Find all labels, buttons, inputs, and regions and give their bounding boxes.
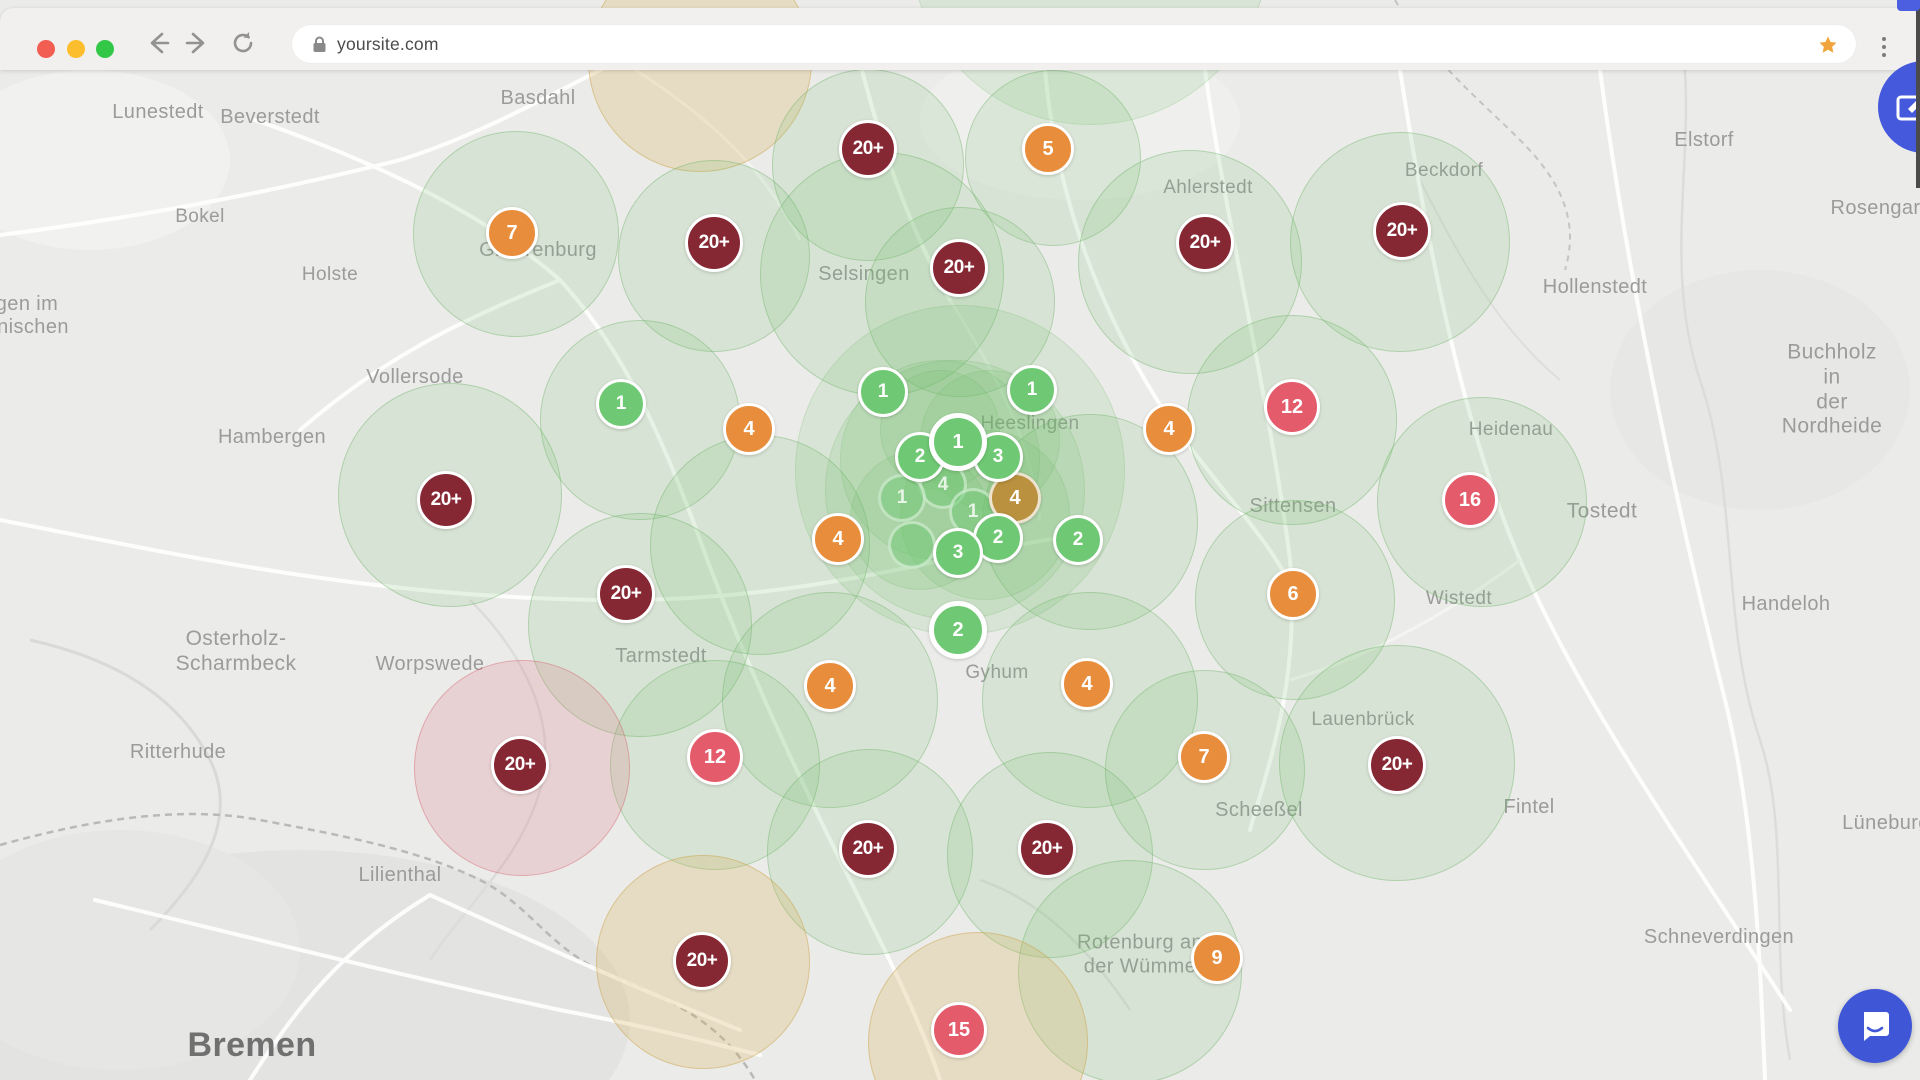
traffic-light-minimize-button[interactable] bbox=[67, 40, 85, 58]
map-place-label: Lüneburg bbox=[1842, 812, 1920, 835]
cluster-marker[interactable]: 16 bbox=[1442, 472, 1498, 528]
cluster-marker[interactable]: 9 bbox=[1191, 932, 1243, 984]
traffic-light-zoom-button[interactable] bbox=[96, 40, 114, 58]
map-place-label: Hambergen bbox=[217, 426, 327, 449]
map-place-label: Fintel bbox=[1503, 796, 1555, 819]
cluster-marker[interactable]: 20+ bbox=[1368, 736, 1426, 794]
lock-icon bbox=[313, 36, 326, 52]
map-place-label: Hollenstedt bbox=[1542, 276, 1648, 299]
cluster-marker[interactable]: 3 bbox=[933, 528, 983, 578]
cluster-marker[interactable]: 4 bbox=[1061, 658, 1113, 710]
cluster-marker[interactable]: 4 bbox=[1143, 403, 1195, 455]
url-text: yoursite.com bbox=[337, 33, 439, 54]
cluster-marker[interactable]: 7 bbox=[486, 207, 538, 259]
back-button[interactable] bbox=[144, 29, 172, 57]
cluster-marker[interactable]: 20+ bbox=[491, 736, 549, 794]
map-place-label: Buchholz in der Nordheide bbox=[1781, 340, 1883, 438]
browser-menu-button[interactable] bbox=[1878, 30, 1890, 64]
cluster-marker[interactable] bbox=[888, 521, 936, 569]
cluster-marker[interactable]: 15 bbox=[931, 1002, 987, 1058]
cluster-marker[interactable]: 1 bbox=[858, 367, 908, 417]
cluster-marker[interactable]: 2 bbox=[929, 601, 987, 659]
cluster-marker[interactable]: 20+ bbox=[839, 120, 897, 178]
cluster-marker[interactable]: 12 bbox=[1264, 379, 1320, 435]
cluster-marker[interactable]: 5 bbox=[1022, 123, 1074, 175]
cluster-marker[interactable]: 4 bbox=[723, 403, 775, 455]
forward-button[interactable] bbox=[183, 29, 211, 57]
map-place-label: Lilienthal bbox=[358, 864, 442, 887]
cluster-marker[interactable]: 20+ bbox=[417, 471, 475, 529]
corner-chip bbox=[1897, 0, 1920, 11]
cluster-marker[interactable]: 20+ bbox=[597, 565, 655, 623]
map-place-label: Handeloh bbox=[1741, 593, 1831, 616]
map-place-label: Lunestedt bbox=[112, 101, 204, 124]
cluster-marker[interactable]: 20+ bbox=[685, 214, 743, 272]
chat-bubble-icon bbox=[1864, 1012, 1889, 1041]
cluster-marker[interactable]: 6 bbox=[1267, 568, 1319, 620]
traffic-light-close-button[interactable] bbox=[37, 40, 55, 58]
map-place-label: gen im bbox=[0, 293, 59, 316]
map-place-label: Osterholz- Scharmbeck bbox=[175, 627, 297, 675]
map-place-label: Holste bbox=[301, 263, 359, 285]
map-place-label: nischen bbox=[0, 316, 69, 339]
cluster-marker[interactable]: 4 bbox=[804, 660, 856, 712]
cluster-marker[interactable]: 1 bbox=[878, 474, 926, 522]
refresh-button[interactable] bbox=[229, 29, 257, 57]
chat-button[interactable] bbox=[1838, 989, 1912, 1063]
browser-toolbar: yoursite.com bbox=[0, 8, 1920, 70]
window-edge bbox=[1916, 0, 1920, 188]
cluster-marker[interactable]: 1 bbox=[596, 379, 646, 429]
map-place-label: Basdahl bbox=[500, 87, 576, 110]
map-place-label: Bremen bbox=[187, 1025, 317, 1064]
cluster-marker[interactable]: 20+ bbox=[1373, 202, 1431, 260]
cluster-marker[interactable]: 1 bbox=[1007, 365, 1057, 415]
cluster-marker[interactable]: 7 bbox=[1178, 731, 1230, 783]
map-place-label: Rosengarten bbox=[1830, 197, 1920, 220]
cluster-marker[interactable]: 1 bbox=[929, 413, 987, 471]
cluster-marker[interactable]: 20+ bbox=[1176, 214, 1234, 272]
map-place-label: Ritterhude bbox=[129, 741, 227, 764]
cluster-marker[interactable]: 12 bbox=[687, 729, 743, 785]
map-place-label: Beverstedt bbox=[220, 106, 320, 129]
cluster-marker[interactable]: 2 bbox=[1053, 515, 1103, 565]
address-bar[interactable]: yoursite.com bbox=[292, 25, 1856, 63]
cluster-marker[interactable]: 20+ bbox=[1018, 820, 1076, 878]
map-place-label: Bokel bbox=[175, 205, 225, 227]
map-place-label: Worpswede bbox=[375, 653, 485, 676]
map-place-label: Elstorf bbox=[1674, 129, 1734, 152]
map-place-label: Schneverdingen bbox=[1643, 926, 1795, 949]
cluster-marker[interactable]: 20+ bbox=[839, 820, 897, 878]
bookmark-star-icon[interactable] bbox=[1818, 35, 1838, 55]
cluster-marker[interactable]: 4 bbox=[812, 513, 864, 565]
cluster-marker[interactable]: 20+ bbox=[930, 239, 988, 297]
map-place-label: Vollersode bbox=[366, 366, 464, 389]
cluster-marker[interactable]: 20+ bbox=[673, 932, 731, 990]
